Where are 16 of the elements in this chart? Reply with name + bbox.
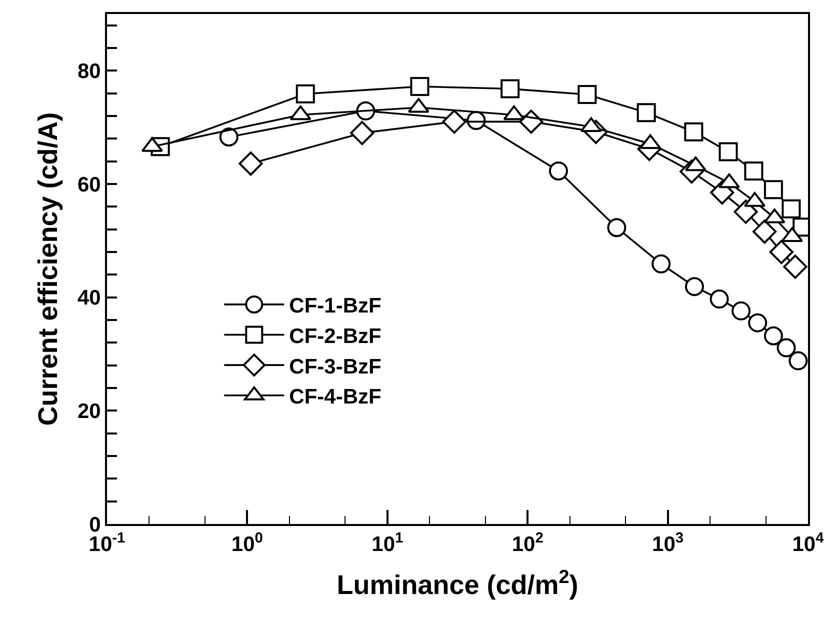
y-tick-label: 0 bbox=[89, 513, 101, 536]
y-tick-label: 40 bbox=[77, 286, 101, 310]
legend-label: CF-3-BzF bbox=[289, 355, 382, 378]
x-tick-label: 10$^{1}$ bbox=[372, 530, 404, 556]
x-tick-label: 10$^{0}$ bbox=[231, 530, 263, 556]
legend-label: CF-1-BzF bbox=[289, 294, 382, 318]
y-tick-label: 20 bbox=[77, 400, 101, 424]
legend-label: CF-4-BzF bbox=[289, 386, 382, 409]
legend-label: CF-2-BzF bbox=[289, 324, 382, 348]
x-tick-label: 10$^{2}$ bbox=[512, 530, 544, 556]
x-tick-label: 10$^{3}$ bbox=[652, 530, 684, 556]
x-axis-title: Luminance (cd/m$^{2}$) bbox=[336, 566, 578, 600]
y-axis-title: Current efficiency (cd/A) bbox=[32, 112, 63, 426]
y-tick-label: 60 bbox=[77, 173, 101, 196]
y-tick-label: 80 bbox=[77, 60, 101, 84]
x-tick-label: 10$^{4}$ bbox=[792, 530, 825, 556]
